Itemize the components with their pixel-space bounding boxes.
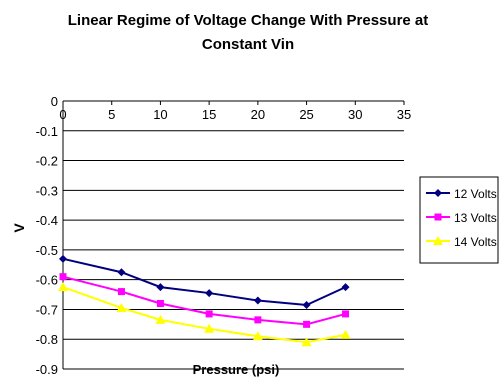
data-point [205,310,213,318]
x-tick-label: 10 [153,107,167,122]
legend-swatch-marker [434,189,442,197]
chart-title-line-2: Constant Vin [202,36,294,53]
x-tick-label: 15 [202,107,216,122]
x-tick-label: 30 [348,107,362,122]
data-point [156,299,164,307]
y-axis-label: V [11,223,27,233]
legend-swatch-marker [433,236,443,245]
data-point [302,300,311,309]
y-tick-label: -0.1 [36,124,58,139]
legend-entry-label: 14 Volts [454,235,497,249]
series-line [62,286,346,344]
y-tick-label: -0.5 [36,243,58,258]
x-axis-label: Pressure (psi) [193,362,280,377]
data-point [117,268,126,277]
y-tick-label: -0.3 [36,183,58,198]
data-point [341,283,350,292]
y-tick-label: -0.4 [36,213,58,228]
data-point [204,323,215,333]
data-point [156,283,165,292]
data-point [340,329,351,339]
data-point [117,288,125,296]
legend-entry-label: 13 Volts [454,211,497,225]
series-1 [59,254,350,309]
legend-entry-label: 12 Volts [454,187,497,201]
legend-swatch-marker [434,213,442,221]
series-line [62,275,346,326]
data-point [253,296,262,305]
data-point [303,320,311,328]
data-point [116,302,127,312]
series-line [62,257,346,306]
y-tick-label: -0.6 [36,273,58,288]
legend: 12 Volts 13 Volts 14 Volts [419,176,499,264]
x-tick-label: 20 [251,107,265,122]
y-tick-label: -0.7 [36,302,58,317]
y-tick-label: -0.2 [36,154,58,169]
legend-box [419,176,499,264]
y-tick-label: -0.8 [36,332,58,347]
data-point [58,282,68,292]
x-tick-label: 5 [108,107,115,122]
series-3 [58,282,351,347]
data-point [59,254,67,263]
data-point [252,331,263,341]
data-point [59,273,67,281]
axes: 0-0.1-0.2-0.3-0.4-0.5-0.6-0.7-0.8-0.90 5 1… [36,94,412,377]
data-point [205,289,214,298]
series-lines [58,254,351,347]
series-2 [59,273,350,328]
y-tick-label: 0 [51,94,58,109]
data-point [254,316,262,324]
data-point [155,314,166,324]
x-tick-label: 25 [299,107,313,122]
x-tick-label: 0 [59,107,66,122]
chart-title-line-1: Linear Regime of Voltage Change With Pre… [68,12,429,29]
data-point [342,310,350,318]
data-point [301,337,312,347]
x-tick-label: 35 [397,107,411,122]
y-tick-label: -0.9 [36,362,58,377]
